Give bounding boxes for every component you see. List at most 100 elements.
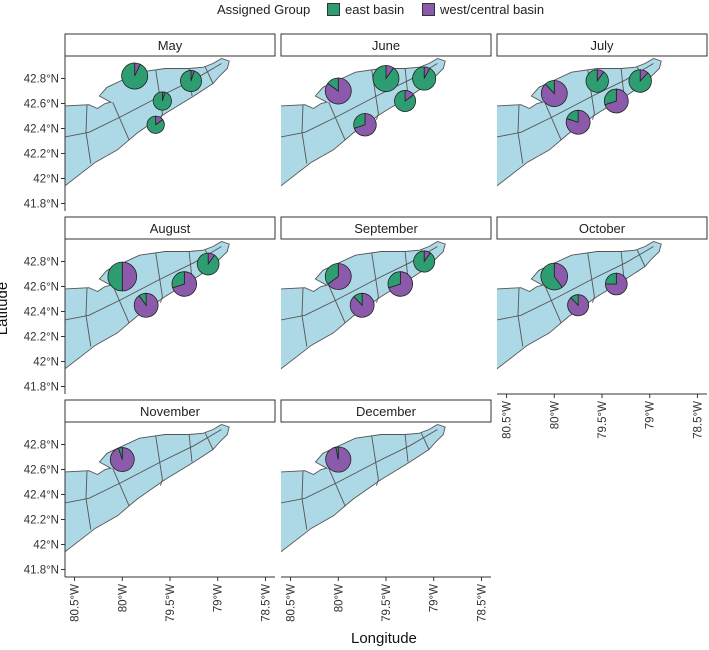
pie-slice-east [171, 271, 185, 289]
y-tick-label: 42.8°N [24, 257, 59, 269]
zone-boundary-4 [204, 67, 214, 84]
pie-slice-east [540, 262, 563, 291]
x-tick-label: 78.5°W [692, 401, 704, 439]
pie-september-3 [349, 292, 375, 318]
zone-boundary-1 [544, 285, 562, 323]
zone-boundary-0 [85, 287, 92, 347]
panel-november: November 42.8°N 42.6°N 42.4°N 42.2°N 42°N 41.8… [24, 399, 276, 622]
lake-erie-east [281, 424, 446, 553]
pie-august-1 [196, 252, 220, 276]
zone-boundary-4 [636, 250, 646, 267]
zone-boundary-3 [404, 434, 409, 463]
pie-october-0 [540, 262, 568, 291]
pie-slice-east [544, 80, 555, 95]
y-tick-label: 42.6°N [24, 99, 59, 111]
pie-slice-east [138, 292, 147, 307]
zone-boundary-0 [301, 470, 308, 530]
x-tick-label: 79.5°W [381, 584, 393, 622]
pie-december-0 [325, 446, 352, 473]
y-tick-label: 41.8°N [24, 382, 59, 394]
y-tick-label: 42.2°N [24, 149, 59, 161]
pie-july-4 [565, 109, 591, 135]
facet-label: July [590, 38, 614, 53]
panel-may: May 42.8°N 42.6°N 42.4°N 42.2°N 42°N 41.8°N [24, 33, 276, 211]
y-tick-label: 42.4°N [24, 307, 59, 319]
pie-september-2 [387, 271, 414, 297]
y-tick-label: 42.4°N [24, 490, 59, 502]
legend-swatch-east [327, 3, 340, 16]
x-axis-title: Longitude [351, 630, 417, 647]
pie-slice-east [152, 91, 172, 111]
pie-august-2 [171, 271, 198, 297]
pie-august-0 [107, 261, 137, 292]
x-tick-label: 79°W [429, 584, 441, 612]
legend-label-east: east basin [345, 2, 405, 17]
y-tick-label: 42°N [33, 174, 59, 186]
plot-area [281, 58, 446, 187]
pie-slice-east [604, 88, 617, 106]
y-tick-label: 42°N [33, 357, 59, 369]
panel-december: December 80.5°W 80°W 79.5°W 79°W 78.5°W [280, 399, 492, 622]
pie-slice-east [353, 113, 366, 129]
zone-boundary-3 [188, 434, 193, 463]
x-tick-label: 80.5°W [502, 401, 514, 439]
pie-july-1 [585, 69, 609, 93]
zone-boundary-2 [371, 252, 379, 303]
pie-slice-east [121, 62, 149, 90]
pie-slice-east [412, 66, 437, 91]
pie-slice-east [628, 69, 652, 93]
pie-july-0 [540, 80, 568, 107]
plot-area: 42.8°N 42.6°N 42.4°N 42.2°N 42°N 41.8°N 80.5°W… [24, 422, 275, 622]
x-tick-label: 78.5°W [476, 584, 488, 622]
facet-label: August [150, 221, 191, 236]
pie-slice-east [146, 115, 165, 134]
pie-june-1 [372, 65, 400, 92]
map-layer [65, 424, 230, 553]
map-layer [497, 241, 662, 370]
pie-may-0 [121, 62, 149, 90]
pie-slice-east [180, 70, 202, 92]
zone-boundary-2 [587, 252, 595, 303]
facet-strip [280, 33, 492, 57]
x-tick-label: 79.5°W [165, 584, 177, 622]
zone-boundary-0 [517, 104, 524, 164]
facet-strip [64, 399, 276, 423]
zone-boundary-0 [85, 104, 92, 164]
pie-may-1 [152, 91, 172, 111]
legend: Assigned Group east basin west/central b… [0, 2, 709, 20]
pie-slice-east [605, 272, 617, 285]
map-layer [65, 241, 230, 370]
facet-strip [496, 216, 708, 240]
zone-boundary-3 [620, 251, 625, 280]
facet-label: June [372, 38, 400, 53]
y-tick-label: 42.6°N [24, 465, 59, 477]
zone-boundary-4 [204, 433, 214, 450]
y-tick-label: 42.6°N [24, 282, 59, 294]
x-tick-label: 80°W [333, 584, 345, 612]
facet-strip [64, 33, 276, 57]
x-tick-label: 78.5°W [260, 584, 272, 622]
legend-label-west: west/central basin [440, 2, 545, 17]
pie-september-0 [324, 263, 352, 290]
map-layer [281, 241, 446, 370]
x-tick-label: 79.5°W [597, 401, 609, 439]
lake-erie-east [65, 424, 230, 553]
pie-july-2 [628, 69, 652, 93]
zone-boundary-2 [155, 252, 163, 303]
pie-june-3 [353, 113, 377, 137]
pie-may-2 [180, 70, 202, 92]
pie-slice-east [394, 90, 416, 112]
pie-june-2 [412, 66, 437, 91]
y-tick-label: 42.8°N [24, 74, 59, 86]
pie-october-1 [605, 272, 628, 296]
plot-area [497, 58, 662, 187]
plot-area [281, 241, 446, 370]
zone-boundary-1 [544, 102, 562, 140]
y-tick-label: 42.8°N [24, 440, 59, 452]
legend-title: Assigned Group [217, 2, 311, 17]
map-layer [497, 58, 662, 187]
zone-boundary-0 [301, 287, 308, 347]
facet-strip [64, 216, 276, 240]
y-tick-label: 41.8°N [24, 199, 59, 211]
facet-label: October [579, 221, 626, 236]
